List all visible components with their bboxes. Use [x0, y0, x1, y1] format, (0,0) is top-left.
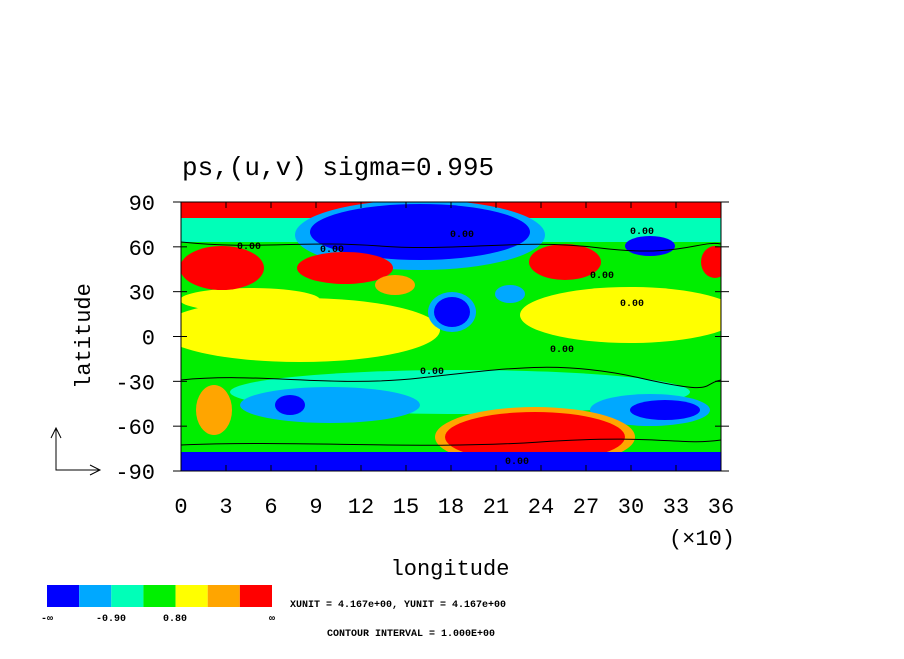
x-tick-label: 36 [708, 495, 734, 520]
x-tick-label: 0 [174, 495, 187, 520]
colorbar-swatch [143, 585, 176, 607]
contour-label: 0.00 [550, 345, 574, 356]
colorbar-swatch [207, 585, 240, 607]
colorbar-label: ∞ [269, 614, 275, 625]
x-tick-label: 12 [348, 495, 374, 520]
colorbar [47, 585, 272, 607]
contour-label: 0.00 [620, 299, 644, 310]
unit-note: XUNIT = 4.167e+00, YUNIT = 4.167e+00 [290, 600, 506, 611]
colorbar-label: -0.90 [96, 614, 126, 625]
x-tick-label: 18 [438, 495, 464, 520]
contour-label: 0.00 [320, 245, 344, 256]
contour-label: 0.00 [450, 230, 474, 241]
x-tick-label: 27 [573, 495, 599, 520]
y-tick-label: 30 [129, 282, 155, 307]
contour-label: 0.00 [630, 227, 654, 238]
field [181, 202, 721, 471]
x-axis-title: longitude [391, 557, 510, 582]
y-tick-label: -60 [115, 416, 155, 441]
colorbar-swatch [79, 585, 112, 607]
colorbar-swatch [239, 585, 272, 607]
contour-label: 0.00 [420, 367, 444, 378]
y-tick-label: 90 [129, 192, 155, 217]
chart-title: ps,(u,v) sigma=0.995 [182, 153, 494, 183]
contour-label: 0.00 [590, 271, 614, 282]
contour-label: 0.00 [237, 242, 261, 253]
y-tick-label: -30 [115, 371, 155, 396]
colorbar-label: 0.80 [163, 614, 187, 625]
x-tick-label: 24 [528, 495, 554, 520]
x-tick-label: 15 [393, 495, 419, 520]
colorbar-swatch [175, 585, 208, 607]
colorbar-label: -∞ [41, 614, 53, 625]
y-axis-title: latitude [72, 283, 97, 389]
colorbar-swatch [111, 585, 144, 607]
y-tick-label: -90 [115, 461, 155, 486]
x-tick-label: 30 [618, 495, 644, 520]
x-tick-label: 33 [663, 495, 689, 520]
axis-indicator [50, 426, 102, 476]
x-tick-label: 9 [309, 495, 322, 520]
x-multiplier: (×10) [669, 527, 735, 552]
colorbar-swatch [47, 585, 80, 607]
x-tick-label: 21 [483, 495, 509, 520]
x-tick-label: 3 [219, 495, 232, 520]
contour-interval: CONTOUR INTERVAL = 1.000E+00 [327, 629, 495, 640]
y-tick-label: 60 [129, 237, 155, 262]
x-tick-label: 6 [264, 495, 277, 520]
y-tick-label: 0 [142, 327, 155, 352]
contour-label: 0.00 [505, 457, 529, 468]
